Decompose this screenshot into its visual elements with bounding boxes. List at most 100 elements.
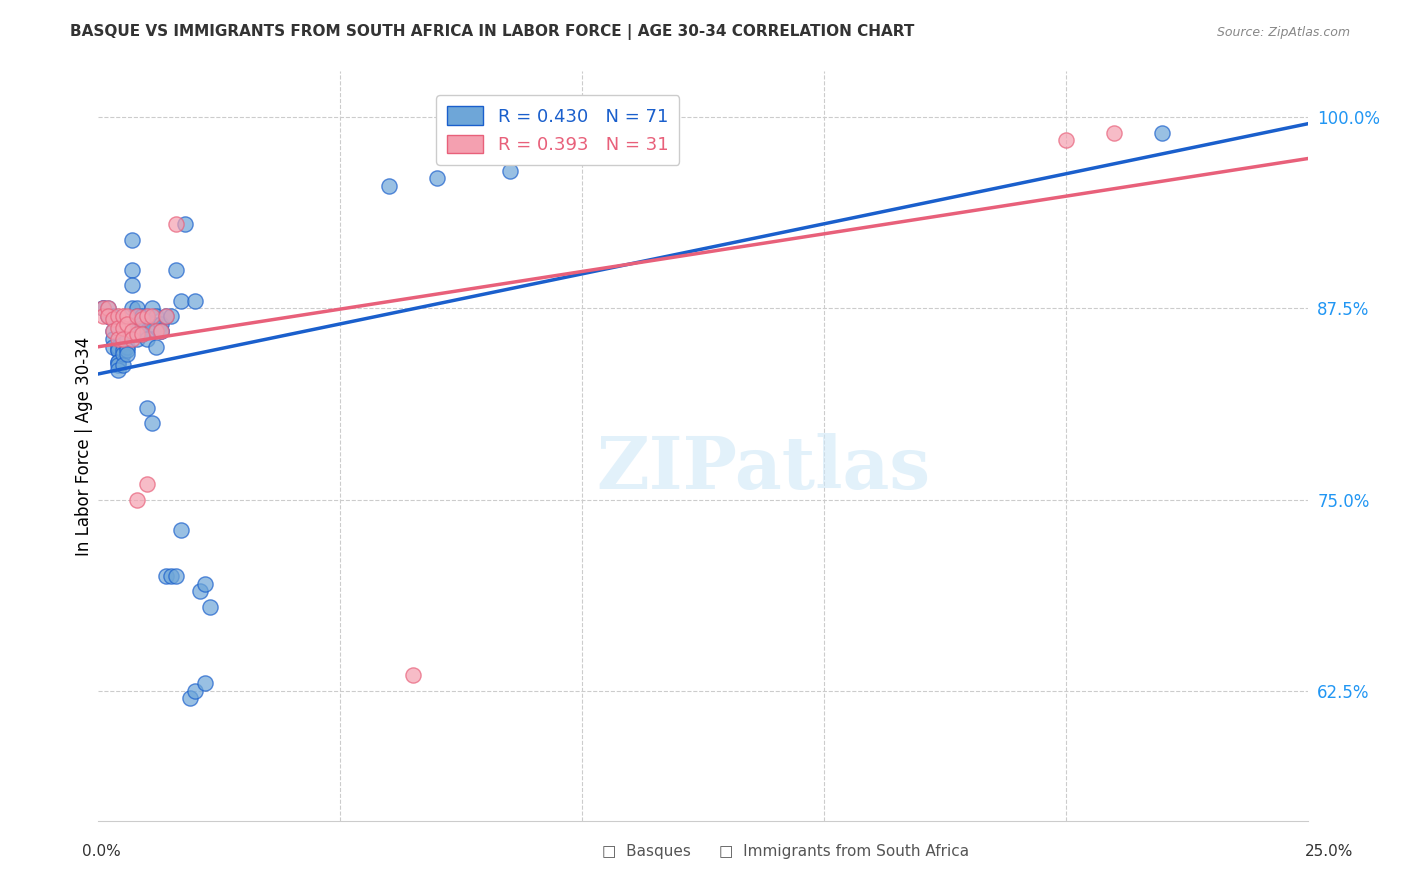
Immigrants from South Africa xyxy=(117,317,139,331)
Immigrants from South Africa xyxy=(155,309,177,323)
Basques xyxy=(121,301,143,316)
Basques xyxy=(150,317,173,331)
Basques xyxy=(141,317,163,331)
Basques xyxy=(498,163,520,178)
Immigrants from South Africa xyxy=(145,324,167,338)
Basques xyxy=(131,309,153,323)
Basques xyxy=(131,327,153,342)
Basques xyxy=(1152,126,1174,140)
Basques xyxy=(135,324,157,338)
Text: Source: ZipAtlas.com: Source: ZipAtlas.com xyxy=(1216,26,1350,38)
Basques xyxy=(97,309,120,323)
Basques xyxy=(127,317,149,331)
Basques xyxy=(426,171,449,186)
Immigrants from South Africa xyxy=(165,217,187,231)
Basques xyxy=(117,340,139,354)
Immigrants from South Africa xyxy=(131,312,153,326)
Basques xyxy=(107,355,129,369)
Basques xyxy=(165,263,187,277)
Basques xyxy=(107,355,129,369)
Basques xyxy=(91,301,114,316)
Immigrants from South Africa xyxy=(107,321,129,335)
Basques xyxy=(135,332,157,346)
Immigrants from South Africa xyxy=(127,309,149,323)
Text: □  Immigrants from South Africa: □ Immigrants from South Africa xyxy=(718,845,969,859)
Basques xyxy=(141,416,163,430)
Immigrants from South Africa xyxy=(135,477,157,491)
Basques xyxy=(101,312,124,326)
Basques xyxy=(377,179,399,194)
Immigrants from South Africa xyxy=(121,324,143,338)
Basques xyxy=(169,523,191,537)
Basques xyxy=(135,309,157,323)
Basques xyxy=(194,576,217,591)
Basques xyxy=(107,343,129,357)
Basques xyxy=(111,358,134,372)
Basques xyxy=(141,301,163,316)
Immigrants from South Africa xyxy=(91,309,114,323)
Immigrants from South Africa xyxy=(117,309,139,323)
Basques xyxy=(150,324,173,338)
Text: BASQUE VS IMMIGRANTS FROM SOUTH AFRICA IN LABOR FORCE | AGE 30-34 CORRELATION CH: BASQUE VS IMMIGRANTS FROM SOUTH AFRICA I… xyxy=(70,24,915,39)
Basques xyxy=(127,309,149,323)
Basques xyxy=(184,683,207,698)
Basques xyxy=(135,401,157,415)
Immigrants from South Africa xyxy=(111,332,134,346)
Basques xyxy=(101,340,124,354)
Immigrants from South Africa xyxy=(97,309,120,323)
Basques xyxy=(101,309,124,323)
Immigrants from South Africa xyxy=(1102,126,1125,140)
Basques xyxy=(127,332,149,346)
Basques xyxy=(107,343,129,357)
Basques xyxy=(117,343,139,357)
Y-axis label: In Labor Force | Age 30-34: In Labor Force | Age 30-34 xyxy=(75,336,93,556)
Basques xyxy=(97,301,120,316)
Basques xyxy=(117,347,139,361)
Basques xyxy=(121,263,143,277)
Immigrants from South Africa xyxy=(127,492,149,507)
Basques xyxy=(111,332,134,346)
Immigrants from South Africa xyxy=(131,327,153,342)
Text: □  Basques: □ Basques xyxy=(602,845,692,859)
Basques xyxy=(101,324,124,338)
Basques xyxy=(111,347,134,361)
Immigrants from South Africa xyxy=(1054,133,1077,147)
Immigrants from South Africa xyxy=(402,668,425,682)
Immigrants from South Africa xyxy=(121,332,143,346)
Immigrants from South Africa xyxy=(127,327,149,342)
Immigrants from South Africa xyxy=(135,309,157,323)
Basques xyxy=(107,358,129,372)
Basques xyxy=(150,324,173,338)
Immigrants from South Africa xyxy=(101,312,124,326)
Immigrants from South Africa xyxy=(111,321,134,335)
Immigrants from South Africa xyxy=(150,324,173,338)
Basques xyxy=(127,324,149,338)
Basques xyxy=(145,340,167,354)
Immigrants from South Africa xyxy=(107,309,129,323)
Basques xyxy=(107,362,129,376)
Basques xyxy=(179,691,201,706)
Basques xyxy=(101,332,124,346)
Immigrants from South Africa xyxy=(107,332,129,346)
Basques xyxy=(117,332,139,346)
Basques xyxy=(155,309,177,323)
Basques xyxy=(188,584,211,599)
Basques xyxy=(127,301,149,316)
Basques xyxy=(97,309,120,323)
Basques xyxy=(184,293,207,308)
Text: 0.0%: 0.0% xyxy=(82,845,121,859)
Basques xyxy=(160,309,183,323)
Basques xyxy=(111,336,134,351)
Immigrants from South Africa xyxy=(97,301,120,316)
Basques xyxy=(198,599,221,614)
Text: 25.0%: 25.0% xyxy=(1305,845,1353,859)
Basques xyxy=(91,301,114,316)
Basques xyxy=(165,569,187,583)
Basques xyxy=(155,569,177,583)
Basques xyxy=(160,569,183,583)
Legend: R = 0.430   N = 71, R = 0.393   N = 31: R = 0.430 N = 71, R = 0.393 N = 31 xyxy=(436,95,679,165)
Basques xyxy=(169,293,191,308)
Basques xyxy=(107,340,129,354)
Basques xyxy=(111,343,134,357)
Immigrants from South Africa xyxy=(111,309,134,323)
